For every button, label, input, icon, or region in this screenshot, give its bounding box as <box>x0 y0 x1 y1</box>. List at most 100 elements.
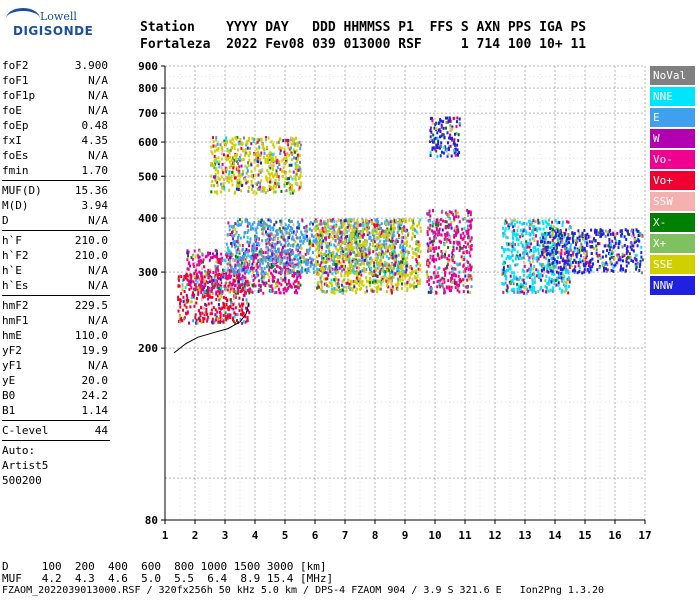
echo-point <box>217 156 220 160</box>
echo-point <box>429 256 432 260</box>
echo-point <box>264 138 267 141</box>
echo-point <box>318 268 321 272</box>
echo-point <box>557 274 560 278</box>
echo-point <box>231 289 234 293</box>
echo-point <box>413 285 416 289</box>
echo-point <box>355 221 358 225</box>
echo-point <box>281 232 284 236</box>
echo-point <box>345 253 348 257</box>
echo-point <box>445 149 448 153</box>
echo-point <box>329 252 332 255</box>
echo-point <box>428 261 431 265</box>
echo-point <box>185 301 188 305</box>
echo-point <box>361 282 364 286</box>
echo-point <box>430 126 432 130</box>
echo-point <box>526 245 529 249</box>
echo-point <box>246 301 249 305</box>
echo-point <box>273 184 276 188</box>
echo-point <box>239 223 242 227</box>
echo-point <box>467 219 470 223</box>
echo-point <box>502 290 505 294</box>
echo-point <box>328 266 331 270</box>
echo-point <box>378 243 381 246</box>
echo-point <box>437 274 440 278</box>
echo-point <box>324 267 327 271</box>
echo-point <box>313 263 316 267</box>
echo-point <box>319 263 322 267</box>
echo-point <box>268 238 271 242</box>
echo-point <box>323 268 326 272</box>
echo-point <box>574 260 577 264</box>
echo-point <box>242 158 245 161</box>
echo-point <box>293 156 295 160</box>
echo-point <box>226 277 229 281</box>
echo-point <box>297 281 300 285</box>
echo-point <box>316 225 319 228</box>
echo-point <box>384 270 387 274</box>
echo-point <box>288 236 291 240</box>
echo-point <box>283 184 286 188</box>
echo-point <box>200 297 203 301</box>
echo-point <box>549 232 552 236</box>
echo-point <box>200 290 203 294</box>
echo-point <box>545 225 548 229</box>
echo-point <box>241 274 244 278</box>
echo-point <box>290 285 293 289</box>
echo-point <box>203 306 206 310</box>
echo-point <box>533 289 535 293</box>
echo-point <box>252 191 255 195</box>
echo-point <box>365 285 368 289</box>
echo-point <box>282 246 284 249</box>
echo-point <box>449 136 452 140</box>
echo-point <box>210 275 213 279</box>
echo-point <box>295 254 298 258</box>
echo-point <box>285 189 288 193</box>
echo-point <box>238 223 241 227</box>
echo-point <box>374 218 377 222</box>
echo-point <box>203 285 205 289</box>
echo-point <box>337 236 340 240</box>
echo-point <box>530 285 533 289</box>
echo-point <box>236 319 238 323</box>
parameter-row: foF1p N/A <box>0 88 112 103</box>
echo-point <box>526 287 528 291</box>
echo-point <box>330 243 332 247</box>
echo-point <box>223 258 226 262</box>
echo-point <box>390 291 393 295</box>
echo-point <box>273 223 276 227</box>
echo-point <box>554 246 557 249</box>
echo-point <box>275 185 277 189</box>
echo-point <box>372 237 375 241</box>
echo-point <box>443 243 446 247</box>
echo-point <box>225 242 228 246</box>
echo-point <box>417 222 420 226</box>
echo-point <box>289 191 292 195</box>
echo-point <box>242 298 244 302</box>
echo-point <box>202 258 205 262</box>
echo-point <box>519 253 522 257</box>
echo-point <box>440 233 443 237</box>
echo-point <box>255 191 258 195</box>
echo-point <box>384 273 387 277</box>
echo-point <box>555 227 558 231</box>
parameter-row: foF1 N/A <box>0 73 112 88</box>
echo-point <box>505 289 508 292</box>
echo-point <box>510 255 512 259</box>
parameter-name: B1 <box>2 404 16 417</box>
echo-point <box>218 272 220 276</box>
echo-point <box>335 277 338 281</box>
echo-point <box>451 136 453 140</box>
echo-point <box>445 240 448 244</box>
echo-point <box>338 218 340 222</box>
echo-point <box>441 283 444 287</box>
echo-point <box>456 143 459 147</box>
echo-point <box>567 276 570 280</box>
echo-point <box>259 221 262 225</box>
echo-point <box>208 258 211 262</box>
echo-point <box>230 287 233 291</box>
echo-point <box>284 228 287 232</box>
echo-point <box>337 241 340 245</box>
echo-point <box>568 278 571 282</box>
echo-point <box>242 302 245 306</box>
echo-point <box>360 245 363 249</box>
